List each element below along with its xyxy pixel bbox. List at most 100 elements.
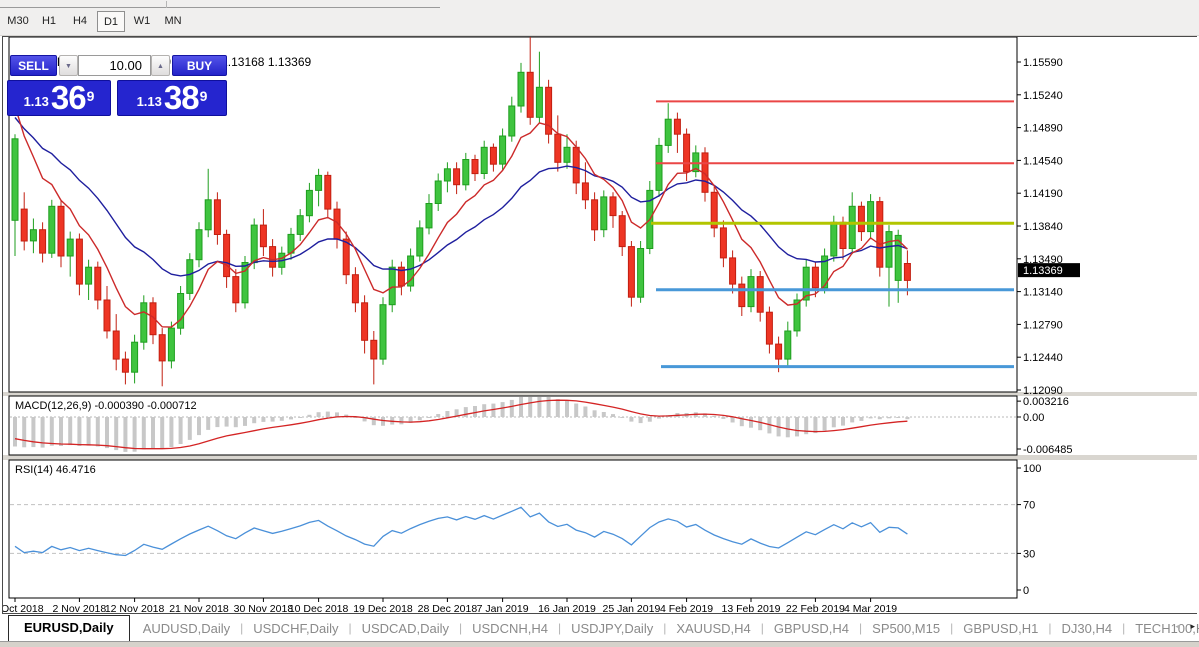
tab-separator: | bbox=[348, 621, 352, 635]
macd-tick-label: 0.00 bbox=[1023, 412, 1044, 424]
bar-low-value: 1.13168 bbox=[221, 55, 265, 69]
macd-bar bbox=[749, 417, 753, 428]
sell-quote-button[interactable]: 1.13 36 9 bbox=[7, 80, 111, 116]
scroll-tabs-left-icon[interactable]: ◂ bbox=[1175, 621, 1180, 631]
candle-body bbox=[250, 224, 258, 264]
macd-bar bbox=[703, 413, 707, 417]
candle-body bbox=[719, 227, 727, 259]
chart-tab-dj30-h4[interactable]: DJ30,H4 bbox=[1061, 620, 1113, 636]
volume-input[interactable] bbox=[78, 55, 151, 76]
chart-tab-gbpusd-h1[interactable]: GBPUSD,H1 bbox=[963, 620, 1039, 636]
macd-bar bbox=[896, 417, 901, 418]
candle-body bbox=[480, 146, 488, 175]
ma-fast-line bbox=[14, 105, 908, 328]
macd-bar bbox=[68, 417, 73, 446]
tab-separator: | bbox=[459, 621, 463, 635]
macd-bar bbox=[528, 397, 533, 417]
date-tick-label: 22 Feb 2019 bbox=[786, 603, 845, 613]
macd-bar bbox=[13, 417, 17, 447]
buy-quote-button[interactable]: 1.13 38 9 bbox=[117, 80, 227, 116]
rsi-line bbox=[14, 506, 908, 557]
bar-close-value: 1.13369 bbox=[267, 55, 312, 69]
buy-button[interactable]: BUY bbox=[172, 55, 227, 76]
chart-tab-usdcad-daily[interactable]: USDCAD,Daily bbox=[361, 620, 449, 636]
scroll-tabs-right-icon[interactable]: ▸ bbox=[1190, 621, 1195, 631]
candle-body bbox=[11, 138, 19, 221]
tab-separator: | bbox=[760, 621, 764, 635]
candle-body bbox=[572, 146, 580, 184]
candle-body bbox=[830, 221, 838, 257]
candle-body bbox=[29, 229, 37, 242]
candle-body bbox=[48, 205, 56, 254]
candle-body bbox=[296, 215, 304, 235]
candle-body bbox=[600, 196, 608, 231]
timeframe-button-mn[interactable]: MN bbox=[164, 15, 182, 27]
timeframe-button-d1[interactable]: D1 bbox=[97, 11, 125, 32]
candle-body bbox=[821, 255, 829, 289]
chart-tabs-bar: EURUSD,Daily | AUDUSD,Daily | USDCHF,Daily | U… bbox=[0, 615, 1199, 647]
candle-body bbox=[729, 257, 737, 285]
candle-body bbox=[839, 221, 847, 250]
candle-body bbox=[784, 330, 792, 360]
timeframe-button-m30[interactable]: M30 bbox=[7, 15, 29, 27]
candle-body bbox=[609, 196, 617, 217]
candle-body bbox=[407, 255, 415, 287]
tab-separator: | bbox=[859, 621, 863, 635]
chart-tab-usdjpy-daily[interactable]: USDJPY,Daily bbox=[571, 620, 654, 636]
rsi-indicator-label: RSI(14) 46.4716 bbox=[15, 464, 96, 476]
timeframe-button-w1[interactable]: W1 bbox=[133, 15, 151, 27]
buy-price-prefix: 1.13 bbox=[136, 94, 162, 109]
chart-tab-usdchf-daily[interactable]: USDCHF,Daily bbox=[253, 620, 339, 636]
macd-bar bbox=[537, 397, 542, 417]
chart-canvas[interactable]: 1.15590 1.15240 1.14890 1.14540 1.14190 1.138… bbox=[0, 32, 1198, 615]
macd-bar bbox=[555, 399, 560, 417]
timeframe-button-h1[interactable]: H1 bbox=[41, 15, 57, 27]
chart-tab-xauusd-h4[interactable]: XAUUSD,H4 bbox=[676, 620, 751, 636]
chart-tab-eurusd-daily[interactable]: EURUSD,Daily bbox=[8, 615, 130, 641]
macd-bar bbox=[123, 417, 128, 452]
chart-tab-sp500-m15[interactable]: SP500,M15 bbox=[872, 620, 941, 636]
candle-body bbox=[223, 233, 231, 278]
macd-tick-label: 0.003216 bbox=[1023, 396, 1069, 408]
candle-body bbox=[85, 266, 93, 285]
chart-tab-gbpusd-h4[interactable]: GBPUSD,H4 bbox=[773, 620, 850, 636]
macd-bar bbox=[371, 417, 376, 426]
macd-bar bbox=[436, 414, 441, 417]
date-tick-label: 19 Dec 2018 bbox=[353, 603, 413, 613]
macd-bar bbox=[298, 417, 303, 418]
macd-bar bbox=[197, 417, 201, 436]
macd-bar bbox=[325, 411, 330, 417]
candle-body bbox=[683, 133, 691, 173]
candle-body bbox=[140, 302, 148, 343]
candle-body bbox=[765, 311, 773, 345]
chart-tab-tech100-h1[interactable]: TECH100,H1 bbox=[1135, 620, 1199, 636]
candle-body bbox=[471, 159, 479, 175]
sell-button[interactable]: SELL bbox=[10, 55, 57, 76]
tab-separator: | bbox=[663, 621, 667, 635]
macd-bar bbox=[574, 403, 579, 417]
price-tick-label: 1.12090 bbox=[1023, 385, 1063, 397]
chart-tab-audusd-daily[interactable]: AUDUSD,Daily bbox=[142, 620, 231, 636]
buy-price-big: 38 bbox=[163, 79, 200, 116]
chart-tab-usdcnh-h4[interactable]: USDCNH,H4 bbox=[472, 620, 548, 636]
rsi-panel[interactable] bbox=[8, 459, 1018, 599]
date-tick-label: 25 Jan 2019 bbox=[602, 603, 660, 613]
candle-body bbox=[655, 144, 663, 191]
candle-body bbox=[508, 105, 516, 137]
volume-increase-icon[interactable]: ▲ bbox=[151, 55, 170, 76]
candle-body bbox=[793, 299, 801, 332]
candle-body bbox=[462, 159, 470, 186]
macd-bar bbox=[114, 417, 119, 451]
current-price-tag bbox=[1018, 263, 1080, 278]
candle-body bbox=[416, 227, 424, 257]
macd-bar bbox=[243, 417, 247, 426]
macd-bar bbox=[905, 417, 910, 420]
volume-decrease-icon[interactable]: ▼ bbox=[59, 55, 78, 76]
macd-bar bbox=[739, 417, 744, 427]
timeframe-button-h4[interactable]: H4 bbox=[72, 15, 88, 27]
macd-bar bbox=[822, 417, 827, 431]
candle-body bbox=[903, 263, 911, 281]
macd-bar bbox=[473, 406, 477, 417]
candle-body bbox=[20, 208, 28, 242]
macd-bar bbox=[657, 417, 661, 419]
